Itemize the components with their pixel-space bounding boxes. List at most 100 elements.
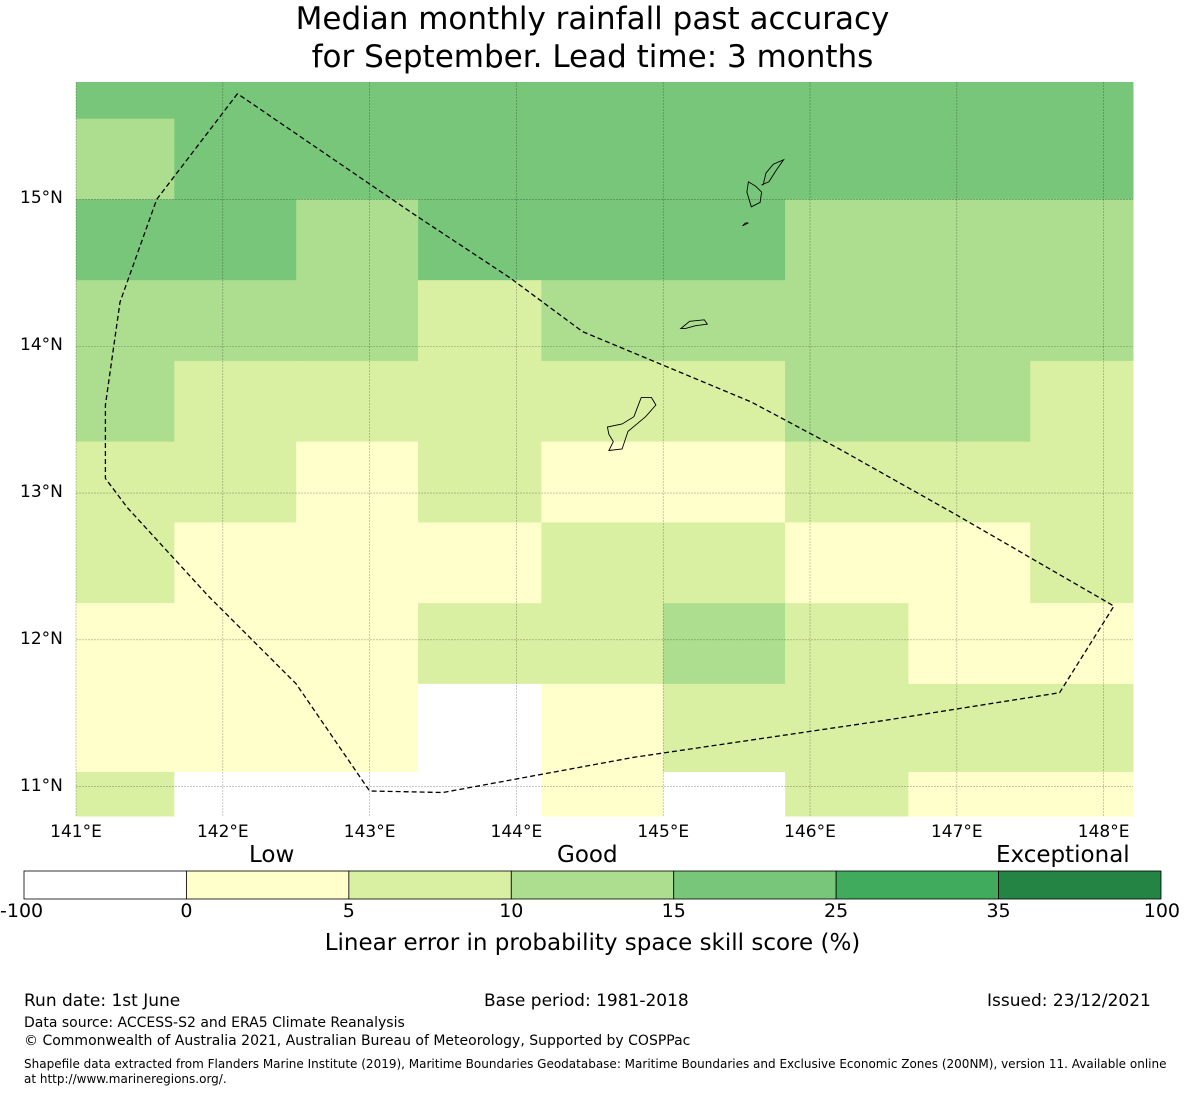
grid-cell xyxy=(174,118,297,200)
grid-cell xyxy=(1030,118,1134,200)
grid-cell xyxy=(908,683,1031,773)
grid-cell xyxy=(174,771,297,817)
colorbar-segment xyxy=(348,870,512,900)
colorbar-segment xyxy=(23,870,187,900)
grid-cell xyxy=(296,683,419,773)
grid-cell xyxy=(76,771,175,817)
island-outline xyxy=(746,181,763,208)
grid-cell xyxy=(296,441,419,523)
grid-cell xyxy=(174,683,297,773)
grid-cell xyxy=(174,280,297,362)
map-title-line-1: Median monthly rainfall past accuracy xyxy=(295,1,890,37)
longitude-label: 148°E xyxy=(1077,822,1130,842)
grid-cell xyxy=(908,360,1031,443)
grid-cell xyxy=(785,683,909,773)
grid-cell xyxy=(76,82,175,120)
grid-cell xyxy=(76,603,175,685)
map-title-line-2: for September. Lead time: 3 months xyxy=(311,39,874,75)
latitude-label: 15°N xyxy=(20,188,63,209)
skill-grid xyxy=(76,82,1134,817)
data-source: Data source: ACCESS-S2 and ERA5 Climate … xyxy=(24,1015,405,1031)
grid-cell xyxy=(296,360,419,443)
grid-cell xyxy=(908,522,1031,604)
colorbar-tick-label: 10 xyxy=(499,900,524,922)
grid-cell xyxy=(908,603,1031,685)
grid-cell xyxy=(663,441,786,523)
longitude-label: 147°E xyxy=(930,822,983,842)
grid-cell xyxy=(785,522,909,604)
grid-cell xyxy=(663,280,786,362)
grid-cell xyxy=(1030,683,1134,773)
grid-cell xyxy=(174,603,297,685)
grid-cell xyxy=(785,771,909,817)
grid-cell xyxy=(663,771,786,817)
grid-cell xyxy=(541,280,664,362)
grid-cell xyxy=(785,280,909,362)
grid-cell xyxy=(296,603,419,685)
grid-cell xyxy=(663,683,786,773)
map-title: Median monthly rainfall past accuracy fo… xyxy=(0,0,1185,76)
island-outlines xyxy=(606,158,785,452)
colorbar-tick-label: 25 xyxy=(824,900,849,922)
grid-cell xyxy=(296,82,419,120)
grid-cell xyxy=(296,280,419,362)
grid-cell xyxy=(296,118,419,200)
grid-cell xyxy=(785,118,909,200)
latitude-label: 14°N xyxy=(20,335,63,356)
grid-cell xyxy=(418,118,542,200)
grid-cell xyxy=(418,280,542,362)
colorbar-tick-label: 0 xyxy=(180,900,193,922)
grid-cell xyxy=(1030,522,1134,604)
grid-cell xyxy=(1030,199,1134,281)
colorbar-tick-label: 5 xyxy=(342,900,355,922)
colorbar-tick-label: 15 xyxy=(661,900,686,922)
grid-cell xyxy=(418,360,542,443)
grid-cell xyxy=(1030,280,1134,362)
longitude-label: 146°E xyxy=(784,822,836,842)
grid-cell xyxy=(541,118,664,200)
grid-cell xyxy=(663,199,786,281)
grid-cell xyxy=(785,82,909,120)
grid-cell xyxy=(541,360,664,443)
colorbar-tick-label: -100 xyxy=(0,900,44,922)
longitude-label: 143°E xyxy=(343,822,396,842)
colorbar-segment xyxy=(510,870,675,900)
grid-cell xyxy=(76,280,175,362)
island-outline xyxy=(679,319,709,330)
grid-cell xyxy=(76,683,175,773)
grid-cell xyxy=(76,522,175,604)
shapefile-credit: Shapefile data extracted from Flanders M… xyxy=(24,1057,1167,1086)
longitude-label: 142°E xyxy=(196,822,249,842)
grid-cell xyxy=(174,522,297,604)
grid-cell xyxy=(541,683,664,773)
grid-cell xyxy=(418,603,542,685)
grid-cell xyxy=(174,199,297,281)
grid-cell xyxy=(1030,360,1134,443)
grid-cell xyxy=(418,522,542,604)
latitude-label: 11°N xyxy=(20,775,63,796)
grid-cell xyxy=(174,360,297,443)
copyright: © Commonwealth of Australia 2021, Austra… xyxy=(24,1033,691,1049)
grid-cell xyxy=(174,441,297,523)
colorbar-tick-label: 100 xyxy=(1143,900,1180,922)
grid-cell xyxy=(418,199,542,281)
grid-cell xyxy=(418,441,542,523)
colorbar xyxy=(23,870,1162,900)
grid-cell xyxy=(663,603,786,685)
grid-cell xyxy=(541,199,664,281)
island-outline xyxy=(606,397,657,452)
island-outline xyxy=(742,222,749,227)
grid-cell xyxy=(296,771,419,817)
grid-cell xyxy=(174,82,297,120)
run-date: Run date: 1st June xyxy=(24,991,181,1011)
grid-cell xyxy=(908,82,1031,120)
grid-cell xyxy=(296,199,419,281)
longitude-label: 141°E xyxy=(50,822,102,842)
grid-cell xyxy=(541,771,664,817)
grid-cell xyxy=(76,199,175,281)
longitude-label: 145°E xyxy=(637,822,690,842)
grid-cell xyxy=(908,771,1031,817)
grid-cell xyxy=(541,441,664,523)
grid-cell xyxy=(1030,603,1134,685)
grid-cell xyxy=(541,82,664,120)
